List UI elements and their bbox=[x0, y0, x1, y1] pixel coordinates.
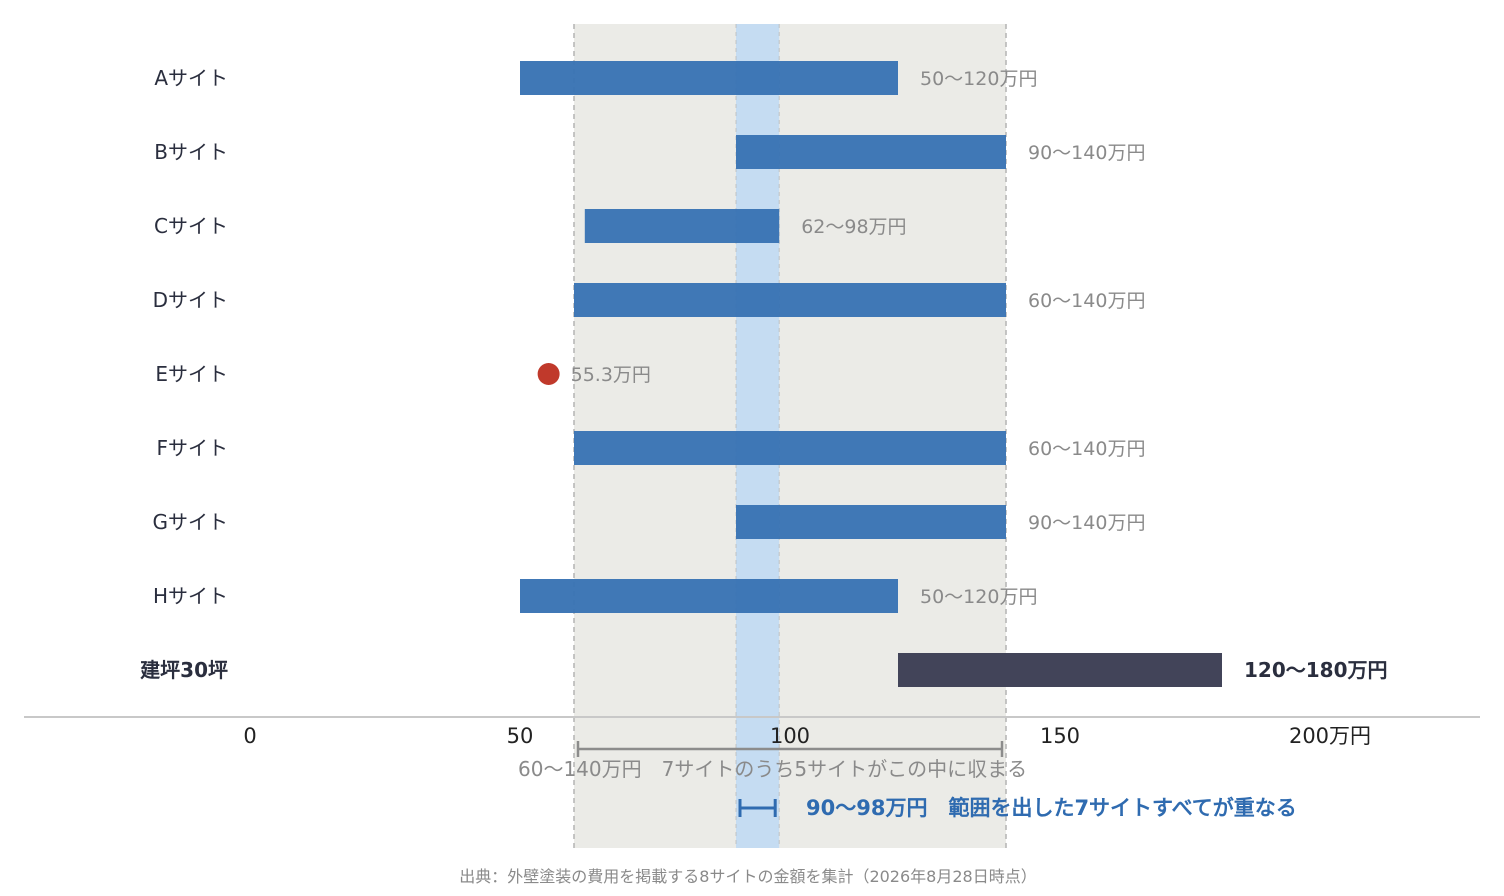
range-bar bbox=[520, 61, 898, 95]
data-label: 55.3万円 bbox=[571, 364, 651, 386]
range-bar bbox=[736, 135, 1006, 169]
x-tick-label: 150 bbox=[1040, 724, 1080, 748]
row-label: Fサイト bbox=[156, 436, 228, 460]
source-note: 出典：外壁塗装の費用を掲載する8サイトの金額を集計（2026年8月28日時点） bbox=[459, 867, 1036, 886]
row-label: Gサイト bbox=[153, 510, 229, 534]
data-label: 90〜140万円 bbox=[1028, 512, 1145, 534]
data-label: 60〜140万円 bbox=[1028, 438, 1145, 460]
data-label: 120〜180万円 bbox=[1244, 658, 1388, 682]
data-point bbox=[537, 363, 560, 385]
data-label: 90〜140万円 bbox=[1028, 142, 1145, 164]
row-label: Aサイト bbox=[154, 66, 228, 90]
x-tick-label: 50 bbox=[507, 724, 534, 748]
row-label: Bサイト bbox=[154, 140, 228, 164]
x-tick-label: 0 bbox=[243, 724, 256, 748]
x-tick-label: 200万円 bbox=[1289, 724, 1371, 748]
data-label: 60〜140万円 bbox=[1028, 290, 1145, 312]
row-label: Hサイト bbox=[153, 584, 228, 608]
range-bar bbox=[574, 431, 1006, 465]
data-label: 50〜120万円 bbox=[920, 586, 1037, 608]
range-bar bbox=[520, 579, 898, 613]
range-bar bbox=[574, 283, 1006, 317]
row-label: Cサイト bbox=[154, 214, 228, 238]
row-label: Dサイト bbox=[153, 288, 228, 312]
data-label: 50〜120万円 bbox=[920, 68, 1037, 90]
range-bar bbox=[736, 505, 1006, 539]
range-bar bbox=[584, 209, 780, 243]
inner-band-annotation: 90〜98万円 範囲を出した7サイトすべてが重なる bbox=[806, 796, 1297, 820]
outer-band-annotation: 60〜140万円 7サイトのうち5サイトがこの中に収まる bbox=[518, 757, 1027, 781]
row-label: Eサイト bbox=[155, 362, 228, 386]
x-tick-label: 100 bbox=[770, 724, 810, 748]
data-label: 62〜98万円 bbox=[801, 216, 906, 238]
row-label: 建坪30坪 bbox=[140, 658, 228, 682]
reference-bar bbox=[898, 653, 1222, 687]
